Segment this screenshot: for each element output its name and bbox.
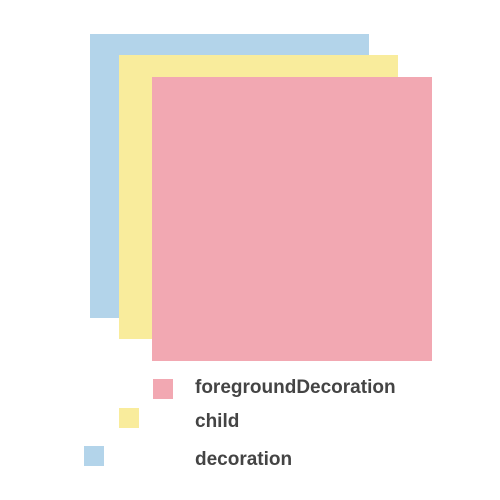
foreground-decoration-swatch: [153, 379, 173, 399]
decoration-label: decoration: [195, 449, 293, 470]
foreground-decoration-label: foregroundDecoration: [195, 377, 396, 398]
decoration-swatch: [84, 446, 104, 466]
child-label: child: [195, 411, 240, 432]
foreground-decoration-layer: [152, 77, 432, 361]
child-swatch: [119, 408, 139, 428]
